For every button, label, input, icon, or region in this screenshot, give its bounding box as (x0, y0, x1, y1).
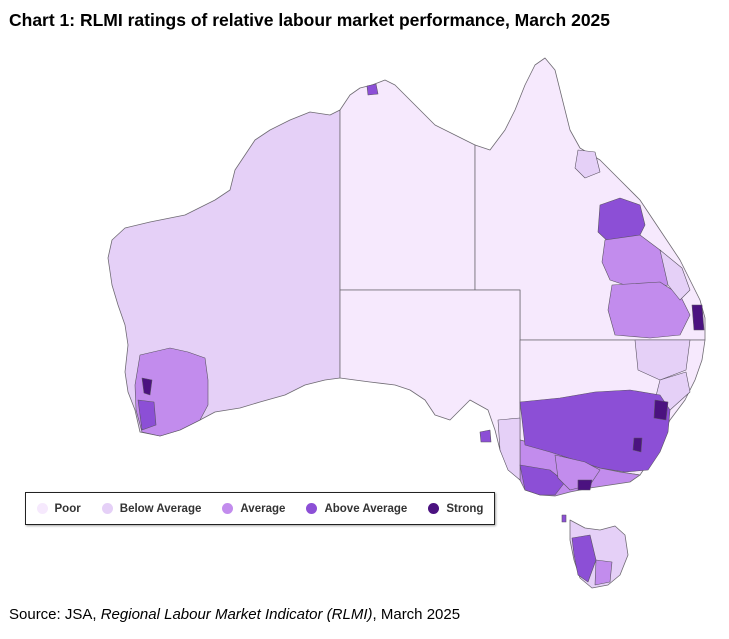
region-brisbane-strong (691, 304, 705, 331)
region-melbourne-strong (577, 479, 593, 491)
chart-title: Chart 1: RLMI ratings of relative labour… (9, 10, 611, 30)
legend-swatch-poor (36, 503, 48, 514)
region-qld-cape (574, 149, 601, 179)
region-northern-territory (339, 79, 476, 291)
region-tas-hobart (594, 559, 613, 586)
region-vic-west (519, 464, 566, 496)
region-adelaide (479, 429, 492, 443)
legend-item-below-average: Below Average (101, 502, 202, 515)
legend-label-average: Average (240, 502, 286, 515)
legend-item-poor: Poor (36, 502, 81, 515)
region-king-island (561, 514, 567, 523)
legend-item-average: Average (222, 503, 285, 515)
legend-label-below-average: Below Average (119, 502, 202, 515)
source-prefix: Source: JSA, (9, 606, 101, 623)
region-qld-south (607, 281, 691, 339)
legend-item-strong: Strong (428, 503, 483, 515)
legend-swatch-strong (428, 503, 440, 514)
region-wa-perth-strong (141, 377, 153, 396)
legend-label-strong: Strong (446, 502, 484, 515)
region-tas-west (571, 534, 597, 583)
legend-swatch-average (222, 503, 234, 514)
legend-label-above-average: Above Average (324, 502, 408, 515)
region-darwin (366, 83, 379, 96)
legend-swatch-above-average (306, 503, 318, 514)
legend-swatch-below-average (101, 503, 113, 514)
region-nsw-northeast (634, 339, 691, 381)
legend-label-poor: Poor (54, 502, 81, 515)
source-suffix: , March 2025 (372, 606, 461, 623)
region-nsw-south (519, 389, 671, 473)
region-sa-southeast (497, 417, 521, 481)
region-qld-coast (659, 249, 691, 301)
region-sydney-strong (653, 399, 669, 421)
legend-item-above-average: Above Average (306, 503, 407, 515)
region-canberra-strong (632, 437, 643, 453)
region-wa-bunbury (137, 399, 157, 431)
map-legend: Poor Below Average Average Above Average… (25, 492, 495, 525)
region-south-australia (339, 289, 521, 481)
source-italic: Regional Labour Market Indicator (RLMI) (100, 606, 373, 623)
source-note: Source: JSA, Regional Labour Market Indi… (9, 606, 460, 623)
